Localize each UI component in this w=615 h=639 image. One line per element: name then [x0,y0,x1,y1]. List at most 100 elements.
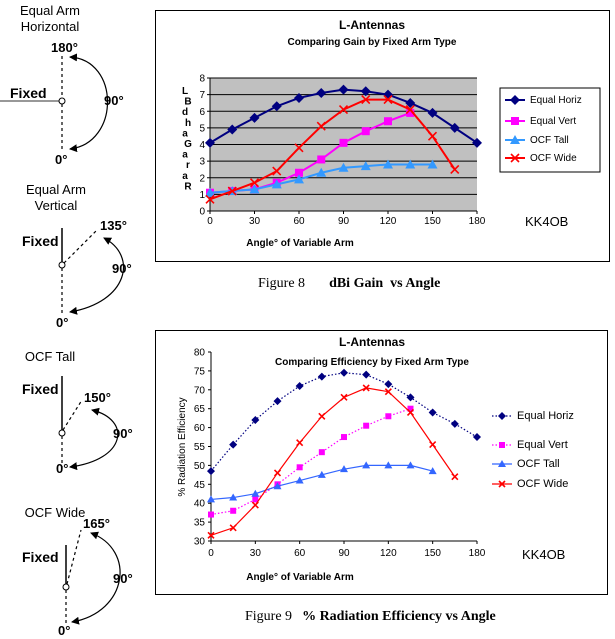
equal-vert-point [339,138,348,147]
y-axis-label-glyph: B [184,97,191,108]
legend-label: Equal Vert [517,439,568,451]
feed-point [58,97,66,105]
ocf-tall-point [207,495,215,503]
y-axis-label-glyph: r [186,160,190,171]
y-tick-label: 45 [194,480,206,491]
ocf-wide-point-stroke [273,469,282,477]
ocf-tall-point [273,482,282,490]
figure-caption-text: % Radiation Efficiency vs Angle [302,609,496,624]
equal-horiz-point [207,467,215,476]
ocf-tall-point [360,161,371,171]
series-line-equal-vert [210,408,411,516]
legend-entry-equal-horiz: Equal Horiz [492,410,574,422]
x-tick-label: 180 [469,216,486,227]
ocf-wide-point-stroke [251,501,259,509]
chart-title: L-Antennas [339,335,405,349]
ocf-tall-point [427,159,438,169]
ocf-wide-point-stroke [205,194,215,204]
legend-marker [510,135,520,144]
equal-horiz-point [294,92,304,103]
y-tick-label: 35 [194,518,206,529]
rotation-arrow [69,407,119,471]
x-axis-label: Angle° of Variable Arm [246,238,354,249]
x-tick-label: 90 [338,548,350,559]
ocf-wide-point-stroke [340,393,348,401]
equal-vert-point [230,507,237,514]
feed-point [62,583,70,591]
diagram-title: OCF Wide [25,505,86,520]
equal-horiz-point [317,372,326,381]
x-tick-label: 90 [338,216,350,227]
ocf-tall-point [383,159,393,169]
figure-number: Figure 9 [245,609,293,624]
equal-vert-point [252,496,259,503]
ocf-wide-point-stroke [429,441,437,449]
ocf-wide-point-stroke [294,143,304,153]
ocf-wide-point-stroke [296,439,304,447]
equal-horiz-point [449,122,460,133]
ocf-wide-point-stroke [406,408,415,417]
equal-vert-point [317,155,326,164]
diagram-title: OCF Tall [25,349,75,364]
equal-horiz-point [406,393,415,402]
figure-8-caption: Figure 8 dBi Gain vs Angle [258,276,440,292]
chart-title: L-Antennas [339,18,405,32]
ocf-wide-point-stroke [272,166,282,176]
fixed-arm-label: Fixed [22,233,59,249]
chart-frame [155,330,608,595]
equal-vert-point [318,449,325,456]
ocf-wide-point [249,178,260,188]
figure-caption-text: dBi Gain vs Angle [329,276,441,291]
zero-angle-label: 0° [58,623,70,638]
ocf-wide-point-stroke [405,105,415,115]
legend-marker [510,153,520,163]
y-axis-label-glyph: a [182,171,188,182]
ocf-wide-point [427,131,438,141]
figure-9-caption: Figure 9 % Radiation Efficiency vs Angle [245,609,496,625]
ocf-wide-point [318,412,326,420]
equal-horiz-point [362,370,371,379]
ocf-tall-point [229,493,238,501]
variable-arm-dashed [62,399,83,431]
equal-vert-point [341,434,347,441]
variable-arm-angle-label: 135° [100,218,127,233]
y-axis-label-glyph: G [184,139,192,150]
equal-horiz-point [472,137,482,148]
legend-marker [499,442,505,448]
equal-horiz-point [316,87,327,98]
ocf-wide-point [251,501,259,509]
equal-horiz-point [340,368,348,377]
ocf-tall-point [294,174,304,184]
y-tick-label: 80 [194,348,206,359]
y-tick-label: 0 [199,207,205,218]
ocf-wide-point [406,408,415,417]
ocf-wide-point [405,105,415,115]
x-tick-label: 120 [380,216,397,227]
equal-vert-point [384,117,392,126]
variable-arm-angle-label: 180° [51,40,78,55]
ocf-tall-point [295,476,304,484]
chart-subtitle: Comparing Gain by Fixed Arm Type [288,37,457,48]
right-angle-label: 90° [113,426,133,441]
ocf-wide-point [450,164,460,175]
ocf-tall-point [249,184,260,194]
variable-arm-dashed [63,229,98,264]
ocf-wide-point [294,143,304,153]
rotation-arrow [69,237,125,315]
equal-horiz-point [229,440,238,449]
legend-label: OCF Tall [530,135,569,146]
ocf-wide-point-stroke [207,531,215,539]
ocf-tall-point [205,187,215,197]
ocf-wide-point-stroke [427,131,438,141]
equal-vert-point [295,168,303,177]
ocf-wide-point [383,95,393,105]
gain-chart: L-Antennas Comparing Gain by Fixed Arm T… [155,10,610,262]
rotation-arrow [71,531,121,625]
diagram-title: Equal Arm [20,3,80,18]
ocf-tall-point [316,167,327,177]
equal-horiz-point [473,433,481,442]
variable-arm-angle-label: 150° [84,390,111,405]
ocf-wide-point [338,105,349,115]
ocf-wide-point [451,473,459,481]
